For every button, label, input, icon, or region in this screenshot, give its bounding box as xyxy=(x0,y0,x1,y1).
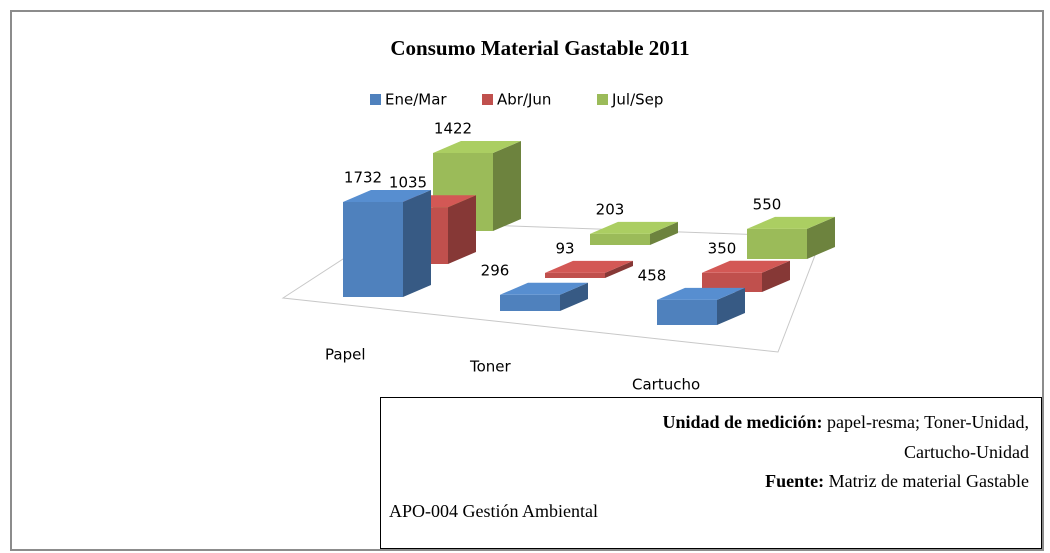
bar xyxy=(702,272,762,292)
data-label: 350 xyxy=(708,239,737,257)
bar-top xyxy=(590,221,678,234)
bar xyxy=(343,202,403,297)
bar-side xyxy=(560,282,588,311)
bar xyxy=(657,299,717,325)
bar-side xyxy=(762,260,790,292)
data-label: 93 xyxy=(555,239,574,257)
legend-swatch xyxy=(370,94,381,105)
bar-top xyxy=(500,282,588,295)
bar-top xyxy=(343,190,431,202)
note-line: Cartucho-Unidad xyxy=(389,438,1029,468)
note-box: Unidad de medición: papel-resma; Toner-U… xyxy=(380,397,1042,549)
chart-title: Consumo Material Gastable 2011 xyxy=(390,36,689,60)
note-text: papel-resma; Toner-Unidad, xyxy=(827,412,1029,432)
bar xyxy=(590,233,650,245)
data-label: 1035 xyxy=(389,174,427,192)
bar-side xyxy=(448,195,476,264)
data-label: 550 xyxy=(753,195,782,213)
note-label: Fuente: xyxy=(765,471,825,491)
bar-top xyxy=(747,216,835,229)
bar-side xyxy=(807,216,835,259)
bar-top xyxy=(702,260,790,273)
note-label: Unidad de medición: xyxy=(662,412,823,432)
bar-top xyxy=(545,260,633,273)
legend-label: Jul/Sep xyxy=(611,91,663,109)
note-line: Unidad de medición: papel-resma; Toner-U… xyxy=(389,408,1029,438)
note-line: APO-004 Gestión Ambiental xyxy=(389,497,1029,527)
data-label: 458 xyxy=(638,266,667,284)
note-text: Matriz de material Gastable xyxy=(828,471,1029,491)
x-tick-label: Cartucho xyxy=(632,376,700,394)
bar-side xyxy=(403,190,431,297)
bar-side xyxy=(493,141,521,231)
note-line: Fuente: Matriz de material Gastable xyxy=(389,467,1029,497)
legend-swatch xyxy=(597,94,608,105)
x-tick-label: Toner xyxy=(469,358,512,376)
data-label: 296 xyxy=(481,261,510,279)
data-label: 1422 xyxy=(434,120,472,138)
bar-top xyxy=(657,287,745,300)
bar-side xyxy=(650,221,678,245)
chart-frame xyxy=(10,10,1044,551)
data-label: 1732 xyxy=(344,169,382,187)
x-tick-label: Papel xyxy=(325,346,365,364)
bar xyxy=(747,228,807,259)
bar xyxy=(500,294,560,311)
bar-side xyxy=(717,287,745,325)
legend-label: Ene/Mar xyxy=(385,91,447,109)
data-label: 203 xyxy=(596,200,625,218)
legend-label: Abr/Jun xyxy=(497,91,551,109)
bar xyxy=(545,272,605,278)
bar-side xyxy=(605,260,633,278)
note-text: Cartucho-Unidad xyxy=(904,441,1029,462)
legend-swatch xyxy=(482,94,493,105)
note-text: APO-004 Gestión Ambiental xyxy=(389,500,598,521)
bar-top xyxy=(433,141,521,154)
